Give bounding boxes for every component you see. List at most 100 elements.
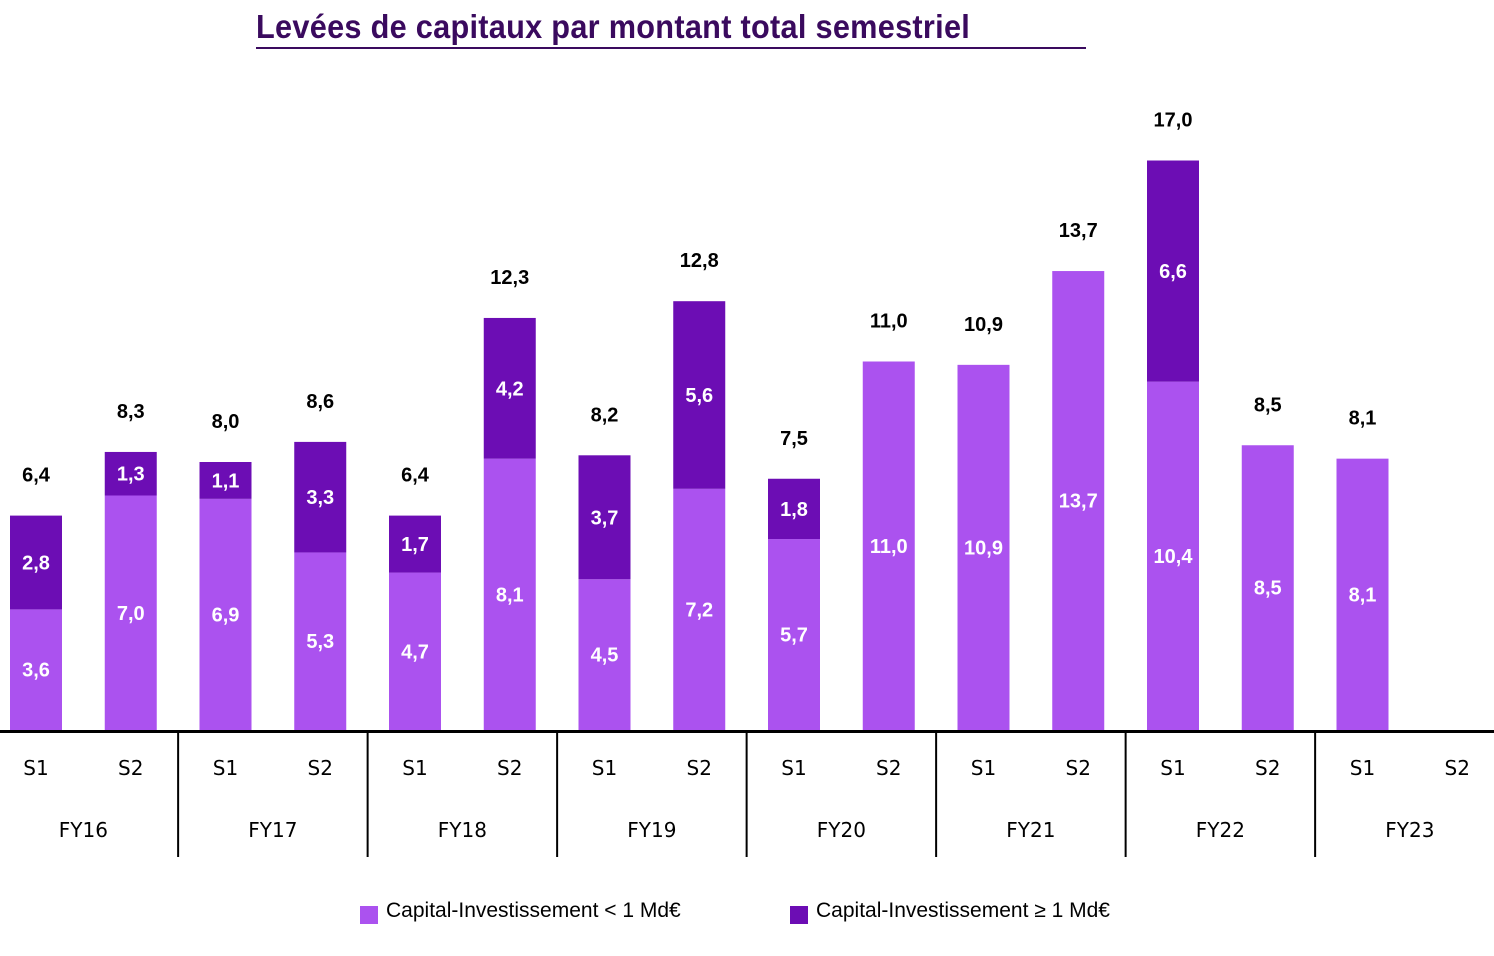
semester-tick-label: S1: [971, 756, 996, 780]
legend-label-small: Capital-Investissement < 1 Md€: [386, 899, 681, 922]
bar-segment-small-fy16-s1: [10, 609, 62, 730]
segment-label: 4,7: [401, 641, 429, 663]
bar-segment-small-fy22-s1: [1147, 381, 1199, 730]
bar-segment-large-fy17-s2: [294, 441, 347, 553]
segment-label: 4,5: [591, 645, 619, 667]
legend-item-small: Capital-Investissement < 1 Md€: [360, 898, 681, 924]
total-label: 8,1: [1349, 408, 1377, 430]
segment-label: 10,9: [964, 537, 1003, 559]
semester-tick-label: S2: [687, 756, 712, 780]
fiscal-year-label: FY23: [1385, 818, 1434, 842]
segment-label: 7,2: [685, 599, 713, 621]
legend-swatch-small: [360, 906, 378, 924]
bar-segment-large-fy18-s1: [389, 515, 441, 573]
segment-label: 3,7: [591, 507, 619, 529]
fiscal-year-label: FY17: [248, 818, 297, 842]
semester-tick-label: S2: [1066, 756, 1091, 780]
bar-segment-small-fy18-s1: [389, 572, 441, 730]
total-label: 6,4: [22, 465, 51, 487]
semester-tick-label: S1: [213, 756, 238, 780]
segment-label: 1,8: [780, 499, 808, 521]
semester-tick-label: S2: [497, 756, 522, 780]
bar-segment-large-fy20-s1: [768, 478, 820, 540]
bar-segment-large-fy19-s2: [673, 301, 726, 489]
segment-label: 5,3: [306, 631, 334, 653]
segment-label: 2,8: [22, 553, 50, 575]
total-label: 7,5: [780, 428, 808, 450]
bar-segment-large-fy19-s1: [578, 455, 631, 580]
total-label: 8,6: [306, 391, 334, 413]
bar-segment-small-fy20-s2: [862, 361, 915, 730]
bar-segment-large-fy22-s1: [1147, 160, 1199, 382]
bar-segment-large-fy16-s1: [10, 515, 62, 610]
legend-swatch-large: [790, 906, 808, 924]
segment-label: 6,9: [212, 604, 240, 626]
segment-label: 1,1: [212, 470, 240, 492]
segment-label: 5,7: [780, 625, 808, 647]
stacked-bar-chart: 3,6 2,8 6,4 7,0 1,3 8,3 6,9 1,1 8,0 5,3 3,3 8,6 4,7 1…: [0, 110, 1494, 857]
segment-label: 1,7: [401, 534, 429, 556]
chart-title: Levées de capitaux par montant total sem…: [256, 8, 971, 45]
semester-tick-label: S1: [1160, 756, 1185, 780]
total-label: 8,0: [212, 411, 240, 433]
bar-segment-small-fy18-s2: [483, 458, 536, 730]
bar-segment-small-fy22-s2: [1241, 445, 1294, 730]
semester-tick-label: S1: [23, 756, 48, 780]
semester-tick-label: S2: [1445, 756, 1470, 780]
total-label: 12,3: [490, 267, 529, 289]
bar-segment-small-fy17-s1: [199, 498, 252, 730]
bar-segment-small-fy16-s2: [104, 495, 157, 730]
semester-tick-label: S1: [402, 756, 427, 780]
segment-label: 1,3: [117, 464, 145, 486]
semester-tick-label: S2: [876, 756, 901, 780]
total-label: 11,0: [870, 311, 908, 333]
legend-label-large: Capital-Investissement ≥ 1 Md€: [816, 899, 1110, 922]
bar-segment-small-fy20-s1: [768, 539, 820, 730]
semester-tick-label: S2: [308, 756, 333, 780]
bar-segment-small-fy21-s2: [1052, 271, 1105, 730]
segment-label: 8,1: [1349, 584, 1377, 606]
fiscal-year-label: FY16: [59, 818, 108, 842]
semester-tick-label: S1: [781, 756, 806, 780]
total-label: 10,9: [964, 314, 1003, 336]
segment-label: 5,6: [685, 385, 713, 407]
total-label: 8,3: [117, 401, 145, 423]
segment-label: 13,7: [1059, 491, 1098, 513]
total-label: 17,0: [1154, 110, 1193, 132]
labels-group: 3,6 2,8 6,4 7,0 1,3 8,3 6,9 1,1 8,0 5,3 3,3 8,6 4,7 1…: [22, 110, 1376, 682]
bar-segment-small-fy19-s2: [673, 488, 726, 730]
segment-label: 7,0: [117, 603, 145, 625]
segment-label: 10,4: [1154, 546, 1194, 568]
bar-segment-small-fy17-s2: [294, 552, 347, 730]
segment-label: 8,1: [496, 584, 524, 606]
fiscal-year-label: FY22: [1196, 818, 1245, 842]
semester-tick-label: S1: [592, 756, 617, 780]
fiscal-year-label: FY18: [438, 818, 487, 842]
total-label: 8,5: [1254, 394, 1282, 416]
bar-segment-large-fy17-s1: [199, 462, 252, 499]
x-axis: S1 S2 S1 S2 S1 S2 S1 S2 S1 S2 S1 S2 S1 S2 S1 S2 FY16 FY17…: [0, 730, 1494, 857]
fiscal-year-label: FY19: [627, 818, 676, 842]
bar-segment-small-fy19-s1: [578, 579, 631, 730]
segment-label: 3,3: [306, 487, 334, 509]
bar-segment-large-fy18-s2: [483, 317, 536, 459]
bar-segment-small-fy21-s1: [957, 364, 1010, 730]
segment-label: 3,6: [22, 660, 50, 682]
semester-tick-label: S2: [1255, 756, 1280, 780]
legend-item-large: Capital-Investissement ≥ 1 Md€: [790, 898, 1110, 924]
bar-segment-large-fy16-s2: [104, 451, 157, 496]
bars-group: [10, 160, 1389, 730]
segment-label: 11,0: [870, 536, 908, 558]
segment-label: 6,6: [1159, 261, 1187, 283]
semester-tick-label: S2: [118, 756, 143, 780]
fiscal-year-label: FY20: [817, 818, 866, 842]
segment-label: 8,5: [1254, 578, 1282, 600]
total-label: 12,8: [680, 250, 719, 272]
fiscal-year-label: FY21: [1006, 818, 1055, 842]
semester-tick-label: S1: [1350, 756, 1375, 780]
total-label: 6,4: [401, 465, 430, 487]
segment-label: 4,2: [496, 378, 524, 400]
legend: Capital-Investissement < 1 Md€ Capital-I…: [0, 898, 1494, 938]
bar-segment-small-fy23-s1: [1336, 458, 1389, 730]
title-underline: [256, 47, 1086, 49]
